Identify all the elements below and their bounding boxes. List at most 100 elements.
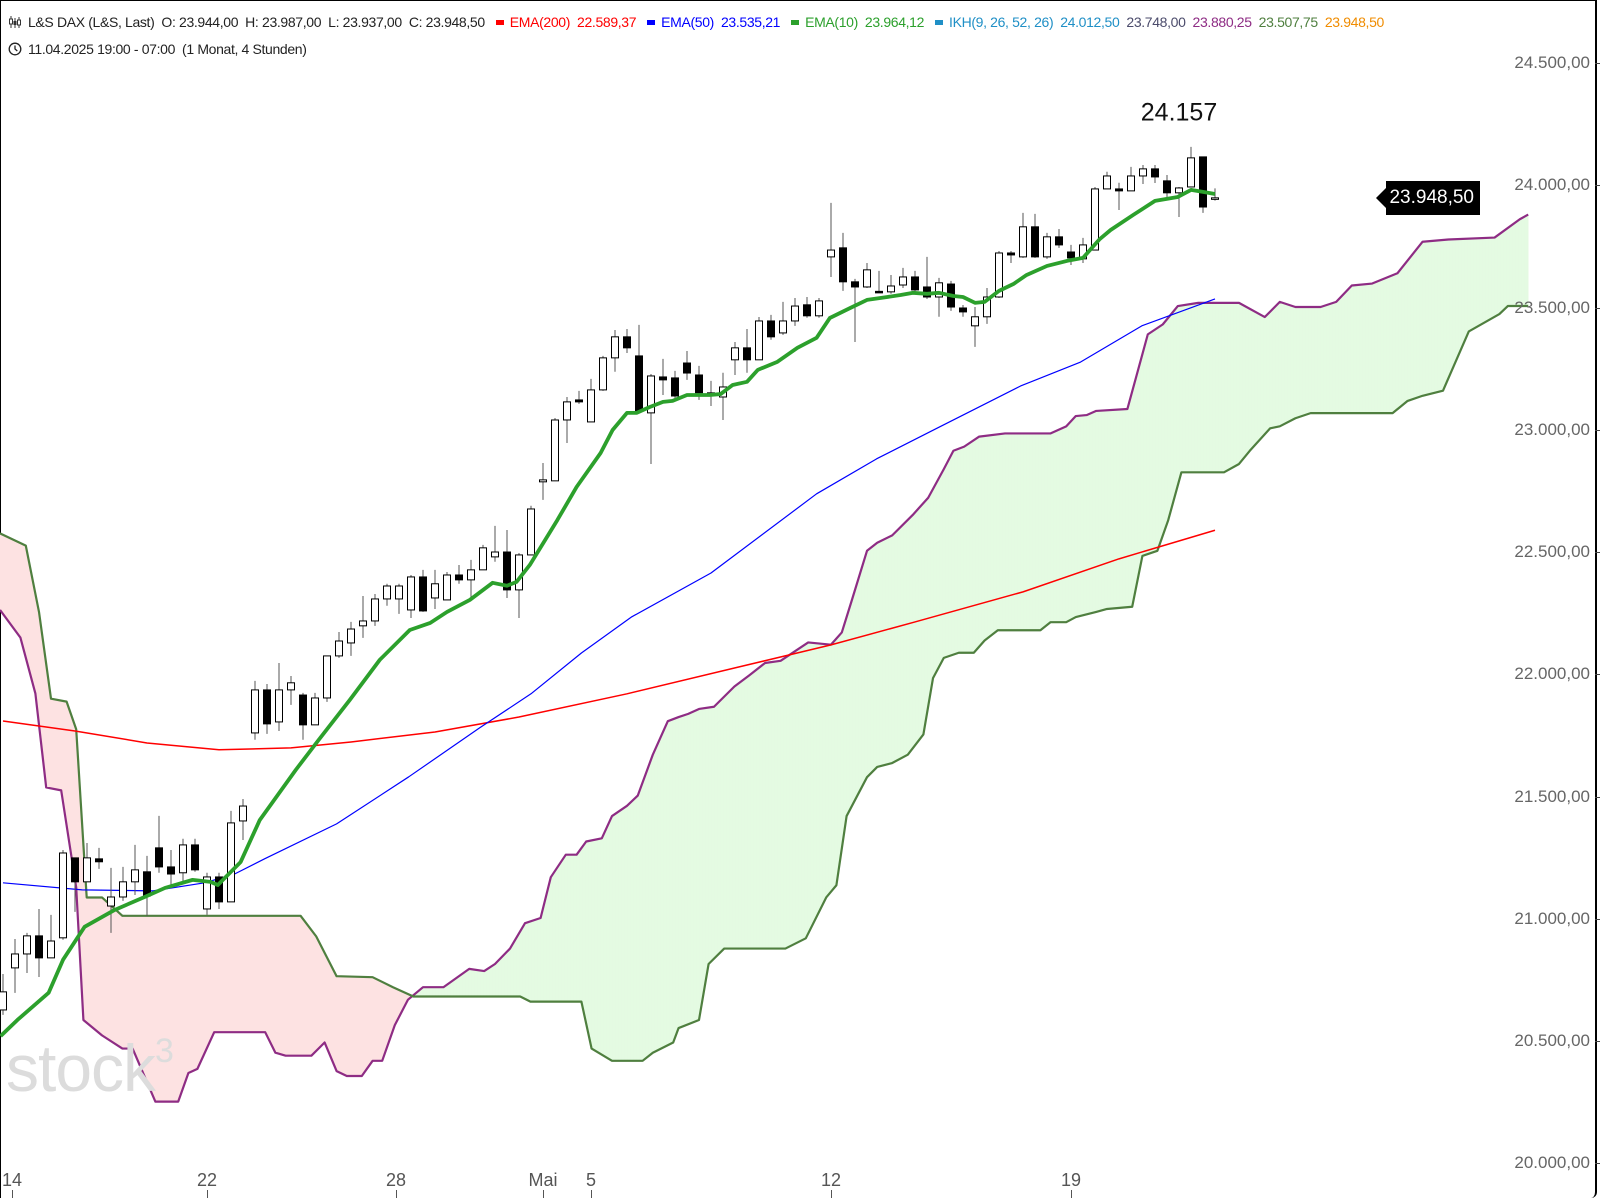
cloud-fill-segment [1316, 306, 1321, 414]
cloud-fill-segment [56, 699, 61, 791]
legend-indicator-label[interactable]: EMA(50) [661, 14, 714, 30]
candle [1127, 166, 1135, 192]
candle [155, 815, 163, 873]
watermark-text: stock [6, 1031, 156, 1105]
candle [227, 810, 235, 903]
cloud-fill-segment [458, 973, 463, 997]
cloud-fill-segment [1064, 423, 1069, 623]
cloud-fill-segment [908, 514, 913, 755]
legend-indicator-label[interactable]: EMA(200) [509, 14, 571, 30]
y-tick-mark [1595, 185, 1600, 187]
candle-body-up [755, 320, 763, 361]
candle [1211, 188, 1219, 201]
cloud-fill-segment [53, 698, 58, 790]
candle [587, 378, 595, 423]
candle-body-down [839, 247, 847, 283]
cloud-fill-segment [677, 715, 682, 1031]
candle-body-up [47, 940, 55, 959]
candle-body-up [563, 401, 571, 421]
cloud-fill-segment [1043, 433, 1048, 629]
cloud-fill-segment [122, 915, 127, 1049]
cloud-fill-segment [89, 897, 94, 1029]
candle [83, 842, 91, 883]
cloud-fill-segment [1073, 415, 1078, 619]
cloud-fill-segment [521, 922, 526, 1000]
cloud-fill-segment [968, 440, 973, 654]
candle-body-up [599, 357, 607, 391]
cloud-fill-segment [1037, 433, 1042, 631]
legend-indicator-label[interactable]: IKH(9, 26, 52, 26) [949, 14, 1054, 30]
cloud-fill-segment [1250, 308, 1255, 451]
cloud-fill-segment [890, 532, 895, 764]
cloud-fill-segment [932, 483, 937, 679]
cloud-fill-segment [1331, 301, 1336, 414]
cloud-fill-segment [218, 915, 223, 1033]
candle-body-up [407, 576, 415, 611]
cloud-fill-segment [557, 860, 562, 1002]
cloud-fill-segment [368, 976, 373, 1067]
cloud-fill-segment [962, 444, 967, 654]
candle [275, 663, 283, 731]
legend-indicator-label[interactable]: EMA(10) [805, 14, 858, 30]
cloud-fill-segment [1427, 240, 1432, 395]
candle-body-up [443, 574, 451, 601]
candle [959, 305, 967, 317]
cloud-fill-segment [1076, 415, 1081, 618]
y-tick-label: 22.000,00 [1514, 664, 1590, 684]
cloud-fill-segment [905, 517, 910, 757]
cloud-fill-segment [740, 678, 745, 949]
cloud-fill-segment [671, 717, 676, 1045]
candle-body-up [119, 881, 127, 898]
candle-body-up [467, 569, 475, 581]
candle [347, 621, 355, 656]
candle-body-up [371, 598, 379, 622]
cloud-fill-segment [1181, 304, 1186, 473]
cloud-fill-segment [515, 932, 520, 997]
cloud-fill-segment [794, 648, 799, 945]
cloud-fill-segment [1490, 237, 1495, 320]
cloud-fill-segment [1136, 362, 1141, 583]
cloud-fill-segment [305, 922, 310, 1056]
cloud-fill-segment [1226, 302, 1231, 472]
cloud-fill-segment [1301, 306, 1306, 417]
candle-body-down [1163, 180, 1171, 194]
candle-body-up [611, 336, 619, 359]
cloud-fill-segment [191, 915, 196, 1072]
ohlc-low: L: 23.937,00 [328, 14, 402, 30]
ichimoku-cloud [0, 214, 1529, 1103]
cloud-fill-segment [1247, 307, 1252, 454]
candle [815, 297, 823, 318]
cloud-fill-segment [1322, 304, 1327, 414]
cloud-fill-segment [1340, 292, 1345, 414]
cloud-fill-segment [1019, 433, 1024, 631]
cloud-fill-segment [374, 977, 379, 1062]
cloud-fill-segment [1133, 373, 1138, 598]
instrument-name[interactable]: L&S DAX (L&S, Last) [28, 14, 155, 30]
cloud-fill-segment [662, 725, 667, 1049]
candle-body-up [335, 640, 343, 657]
x-tick-label: 19 [1060, 1170, 1082, 1190]
cloud-fill-segment [344, 976, 349, 1077]
cloud-fill-segment [425, 986, 430, 997]
candle-body-up [539, 479, 547, 483]
candle [203, 872, 211, 915]
cloud-fill-segment [1118, 408, 1123, 609]
period-range[interactable]: 11.04.2025 19:00 - 07:00 [28, 41, 176, 57]
candle-body-up [239, 805, 247, 822]
cloud-fill-segment [1337, 296, 1342, 414]
candle-body-up [971, 316, 979, 327]
period-interval[interactable]: (1 Monat, 4 Stunden) [182, 41, 307, 57]
candle-body-down [455, 574, 463, 581]
cloud-fill-segment [779, 658, 784, 949]
candle-body-down [143, 871, 151, 897]
candle-body-down [635, 355, 643, 412]
cloud-fill-segment [947, 455, 952, 657]
candlestick-icon [9, 16, 21, 28]
candle-body-up [131, 869, 139, 883]
cloud-fill-segment [1469, 238, 1474, 332]
candle [299, 692, 307, 740]
cloud-fill-segment [248, 915, 253, 1033]
candle [875, 270, 883, 294]
cloud-fill-segment [611, 813, 616, 1062]
